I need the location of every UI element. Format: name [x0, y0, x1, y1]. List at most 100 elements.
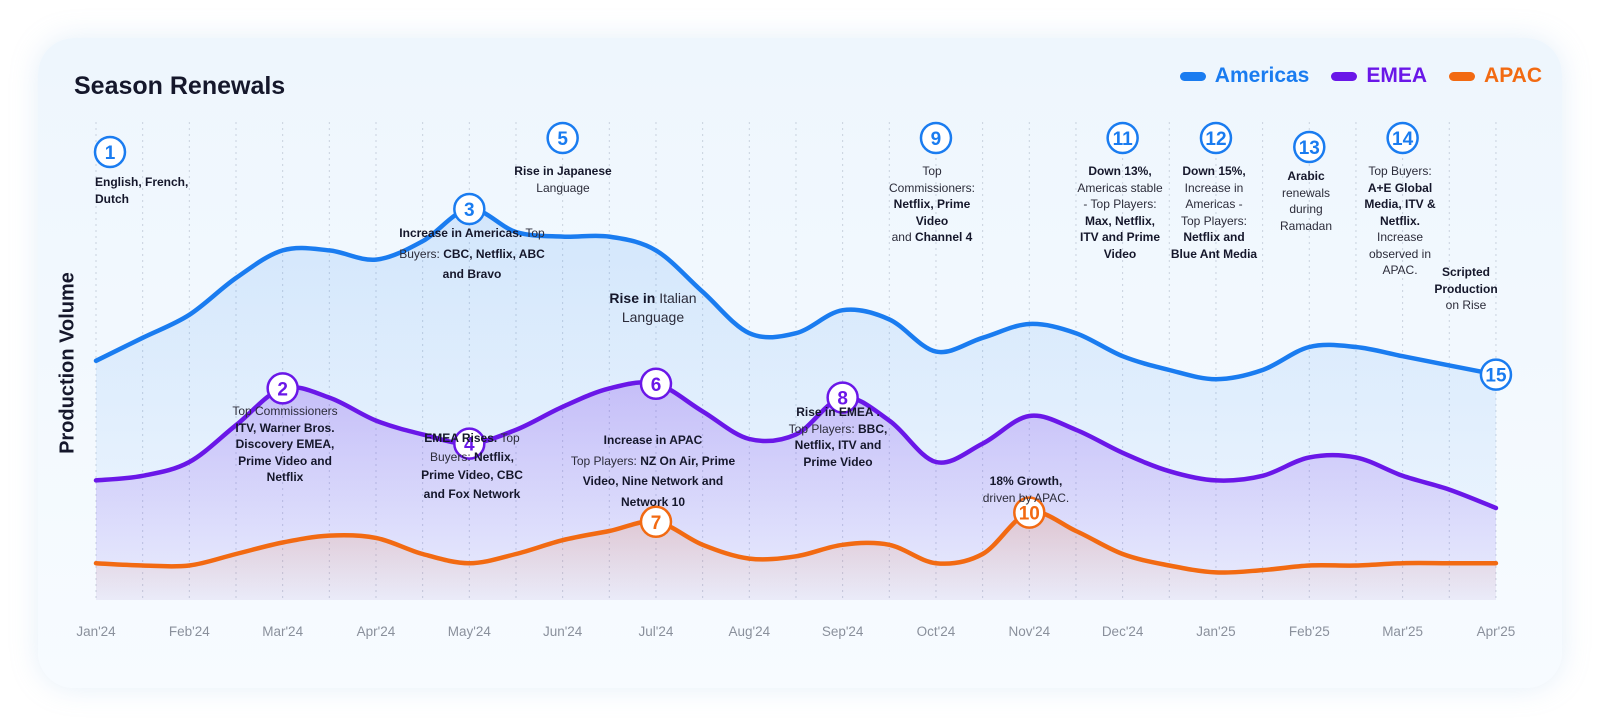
marker-circle — [1293, 130, 1326, 164]
annotation-7-line2: Top Players: — [570, 453, 641, 468]
marker-number: 2 — [277, 379, 288, 400]
marker-number: 8 — [837, 389, 848, 410]
x-tick-label: Apr'24 — [357, 624, 396, 639]
annotation-2-line5: Netflix — [266, 470, 304, 484]
legend-swatch-americas — [1179, 71, 1206, 81]
annotation-13-line1: Arabic — [1287, 169, 1325, 183]
annotation-14-line3: Media, ITV & — [1364, 197, 1436, 211]
marker-circle — [1479, 358, 1513, 391]
annotation-13-line2: renewals — [1281, 185, 1331, 200]
marker-circle — [266, 372, 299, 405]
marker-1[interactable]: 1 — [93, 135, 127, 169]
annotation-2-line3: Discovery EMEA, — [235, 437, 335, 451]
annotation-11-line4: Max, Netflix, — [1084, 213, 1156, 228]
annotation-8-line1: Rise in EMEA . — [796, 405, 880, 419]
legend-swatch-emea — [1331, 71, 1358, 81]
annotation-12-line5: Netflix and — [1183, 230, 1245, 244]
x-tick-label: Aug'24 — [728, 624, 770, 639]
annotation-10-line1: 18% Growth, — [989, 474, 1063, 488]
marker-circle — [1199, 121, 1233, 155]
legend-label-apac: APAC — [1484, 64, 1542, 87]
annotation-14-line4: Netflix. — [1379, 213, 1420, 228]
marker-14[interactable]: 14 — [1386, 121, 1419, 155]
legend-item-americas[interactable]: Americas — [1179, 64, 1309, 88]
annotation-9: Top Commissioners: Netflix, Prime Video … — [889, 163, 975, 246]
legend-item-emea[interactable]: EMEA — [1331, 64, 1427, 88]
marker-13[interactable]: 13 — [1293, 130, 1326, 164]
marker-7[interactable]: 7 — [639, 505, 673, 539]
line-apac[interactable] — [93, 509, 1499, 575]
annotation-3-line3: and Bravo — [442, 267, 502, 281]
marker-12[interactable]: 12 — [1199, 121, 1233, 155]
x-tick-label: Dec'24 — [1102, 624, 1144, 639]
x-tick-label: Oct'24 — [917, 624, 956, 639]
x-tick-label: Jun'24 — [543, 624, 583, 639]
x-tick-label: Feb'24 — [169, 624, 210, 639]
marker-number: 6 — [651, 375, 662, 396]
annotation-1: English, French, Dutch — [95, 174, 188, 207]
marker-9[interactable]: 9 — [919, 121, 953, 155]
annotation-6-line1-bold: Rise in — [609, 290, 656, 306]
annotation-8-line3: Netflix, ITV and — [794, 438, 882, 452]
marker-circle — [919, 121, 953, 155]
annotation-13: Arabic renewals during Ramadan — [1280, 168, 1332, 234]
annotation-11-line6: Video — [1103, 246, 1137, 261]
x-tick-label: Feb'25 — [1289, 624, 1330, 639]
chart-title: Season Renewals — [74, 72, 286, 100]
marker-10[interactable]: 10 — [1013, 496, 1046, 529]
annotation-15-line3: on Rise — [1445, 298, 1487, 312]
annotation-2-line1: Top Commissioners — [232, 404, 338, 418]
annotation-9-line5-bold: Channel 4 — [914, 230, 973, 244]
marker-number: 9 — [931, 129, 942, 150]
annotation-9-line1: Top — [922, 164, 942, 178]
legend-item-apac[interactable]: APAC — [1449, 64, 1542, 88]
annotation-12-line2: Increase in — [1184, 180, 1244, 195]
x-tick-label: Jan'25 — [1196, 624, 1235, 639]
area-apac — [96, 511, 1496, 600]
x-tick-label: Mar'25 — [1382, 624, 1423, 639]
line-emea[interactable] — [93, 380, 1499, 511]
annotation-6: Rise in Italian Language — [609, 289, 696, 327]
marker-circle — [826, 381, 859, 414]
annotation-3-line2-bold: CBC, Netflix, ABC — [443, 246, 545, 261]
marker-number: 7 — [651, 513, 662, 534]
annotation-5-line1: Rise in Japanese — [514, 164, 612, 178]
x-tick-label: Apr'25 — [1477, 624, 1516, 639]
annotation-12-line4: Top Players: — [1180, 213, 1248, 228]
annotation-4-line2-bold: Netflix, — [474, 449, 515, 464]
annotation-14-line5: Increase — [1376, 230, 1424, 244]
annotation-2-line2: ITV, Warner Bros. — [235, 420, 335, 435]
annotation-4-line1-bold: EMEA Rises. — [424, 431, 498, 445]
annotation-9-line3: Netflix, Prime — [893, 197, 971, 211]
x-tick-label: Nov'24 — [1008, 624, 1050, 639]
marker-circle — [93, 135, 127, 169]
marker-8[interactable]: 8 — [826, 381, 859, 414]
marker-number: 1 — [105, 143, 116, 164]
marker-number: 4 — [464, 435, 475, 456]
marker-15[interactable]: 15 — [1479, 358, 1513, 391]
marker-circle — [453, 427, 486, 460]
annotation-4-line2: Buyers: — [429, 449, 474, 464]
marker-11[interactable]: 11 — [1106, 121, 1139, 155]
annotation-3: Increase in Americas. Top Buyers: CBC, N… — [399, 223, 545, 285]
marker-circle — [546, 121, 579, 155]
annotation-5: Rise in Japanese Language — [514, 163, 611, 196]
line-americas[interactable] — [93, 206, 1499, 382]
annotation-13-line3: during — [1289, 202, 1323, 216]
area-emea — [96, 382, 1496, 600]
marker-3[interactable]: 3 — [453, 192, 486, 226]
annotation-7-line3: Video, Nine Network and — [582, 474, 724, 488]
annotation-2-line4: Prime Video and — [238, 453, 332, 468]
marker-number: 12 — [1205, 129, 1226, 150]
legend-label-emea: EMEA — [1366, 64, 1428, 87]
marker-circle — [639, 367, 673, 401]
annotation-3-line1-bold: Increase in Americas. — [399, 226, 523, 240]
marker-number: 10 — [1019, 504, 1040, 525]
marker-4[interactable]: 4 — [453, 427, 486, 460]
marker-6[interactable]: 6 — [639, 367, 673, 401]
annotation-12: Down 15%, Increase in Americas - Top Pla… — [1171, 163, 1257, 262]
marker-number: 15 — [1485, 366, 1507, 387]
annotation-12-line6: Blue Ant Media — [1170, 246, 1258, 261]
marker-2[interactable]: 2 — [266, 372, 299, 405]
marker-5[interactable]: 5 — [546, 121, 579, 155]
